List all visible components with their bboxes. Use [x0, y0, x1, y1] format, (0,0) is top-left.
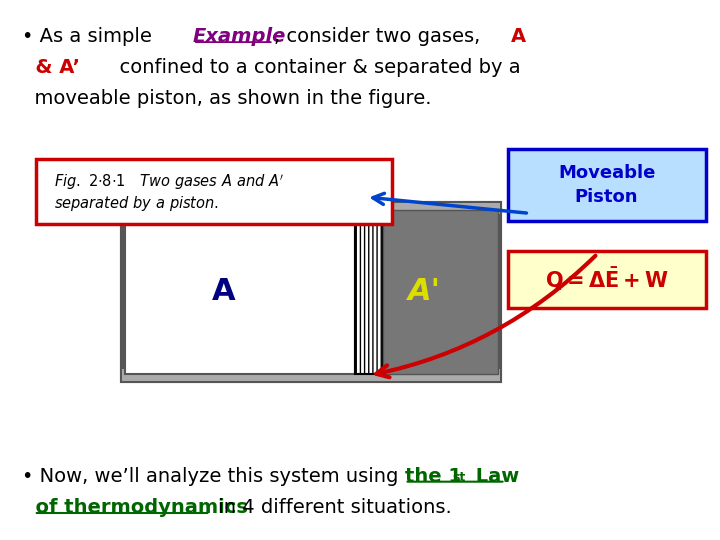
- Text: $\mathit{Fig.\ 2{\cdot}8{\cdot}1\quad Two\ gases\ A\ and\ A'}$: $\mathit{Fig.\ 2{\cdot}8{\cdot}1\quad Tw…: [54, 172, 284, 192]
- FancyBboxPatch shape: [508, 148, 706, 221]
- Text: , consider two gases,: , consider two gases,: [274, 27, 486, 46]
- Bar: [355, 210, 383, 374]
- Bar: [122, 202, 500, 214]
- Text: A: A: [511, 27, 526, 46]
- Text: moveable piston, as shown in the figure.: moveable piston, as shown in the figure.: [22, 89, 431, 107]
- Text: A: A: [212, 277, 235, 306]
- Bar: [122, 202, 500, 381]
- Bar: [125, 210, 355, 374]
- Text: $\mathit{separated\ by\ a\ piston.}$: $\mathit{separated\ by\ a\ piston.}$: [54, 194, 219, 213]
- Text: st: st: [452, 471, 465, 484]
- FancyBboxPatch shape: [508, 251, 706, 308]
- Text: the 1: the 1: [405, 467, 462, 486]
- Text: & A’: & A’: [22, 58, 80, 77]
- Text: • As a simple: • As a simple: [22, 27, 158, 46]
- Text: Moveable: Moveable: [558, 164, 655, 182]
- Text: • Now, we’ll analyze this system using: • Now, we’ll analyze this system using: [22, 467, 404, 486]
- Text: A': A': [408, 277, 441, 306]
- Text: confined to a container & separated by a: confined to a container & separated by a: [107, 58, 520, 77]
- Text: $\mathbf{Q = \Delta\bar{E} + W}$: $\mathbf{Q = \Delta\bar{E} + W}$: [545, 266, 668, 293]
- Text: in 4 different situations.: in 4 different situations.: [212, 498, 452, 517]
- Bar: [383, 210, 498, 374]
- Text: of thermodynamics: of thermodynamics: [22, 498, 248, 517]
- Text: Law: Law: [469, 467, 520, 486]
- FancyBboxPatch shape: [36, 159, 392, 224]
- Bar: [122, 369, 500, 381]
- Text: Piston: Piston: [575, 188, 639, 206]
- Text: Example: Example: [193, 27, 287, 46]
